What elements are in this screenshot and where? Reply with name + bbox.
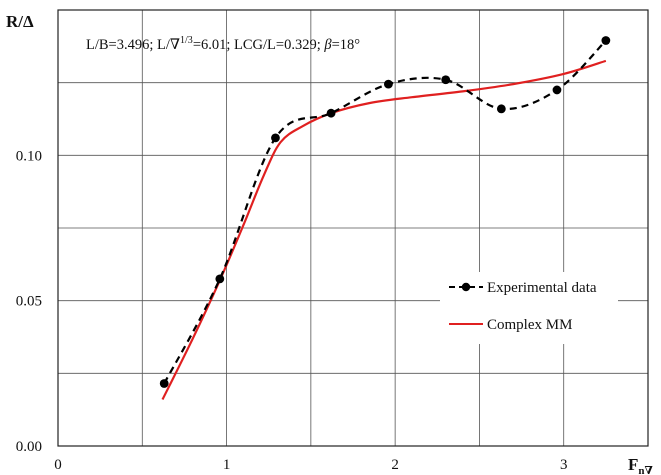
y-tick-label: 0.10 [16, 148, 42, 164]
experimental-data-point [384, 79, 393, 89]
experimental-data-point [552, 85, 562, 95]
experimental-data-point [441, 75, 451, 85]
experimental-data-point [159, 379, 169, 388]
legend-experimental-label: Experimental data [487, 280, 597, 296]
experimental-data-point [601, 36, 611, 45]
annotation-part-3: =18° [332, 37, 361, 53]
series-layer [159, 36, 611, 400]
parameter-annotation: L/B=3.496; L/∇1/3=6.01; LCG/L=0.329; β=1… [86, 35, 360, 53]
legend: Experimental data Complex MM [440, 272, 618, 344]
legend-background [440, 272, 618, 344]
y-tick-label: 0.00 [16, 439, 42, 455]
x-axis-title: Fn∇ [628, 455, 654, 475]
experimental-data-point [271, 133, 280, 143]
tick-labels: 0 1 2 3 0.00 0.05 0.10 [16, 148, 568, 473]
x-tick-label: 2 [391, 457, 399, 473]
annotation-beta: β [323, 37, 332, 53]
x-tick-label: 1 [223, 457, 231, 473]
x-axis-title-main: F [628, 455, 638, 474]
x-axis-title-subscript: n∇ [638, 465, 653, 475]
legend-experimental-marker [461, 282, 471, 292]
y-axis-title: R/Δ [6, 12, 34, 31]
experimental-data-point [326, 108, 336, 118]
experimental-data-point [496, 104, 506, 114]
experimental-data-point [215, 274, 225, 284]
legend-complex-label: Complex MM [487, 317, 572, 333]
grid [58, 10, 648, 446]
y-tick-label: 0.05 [16, 294, 42, 310]
plot-frame [57, 9, 649, 447]
x-tick-label: 3 [560, 457, 568, 473]
annotation-part-1: L/B=3.496; L/∇ [86, 37, 180, 53]
x-tick-label: 0 [54, 457, 62, 473]
annotation-part-2: =6.01; LCG/L=0.329; [193, 37, 325, 53]
annotation-superscript: 1/3 [180, 35, 193, 46]
series-experimental-line [163, 39, 607, 385]
